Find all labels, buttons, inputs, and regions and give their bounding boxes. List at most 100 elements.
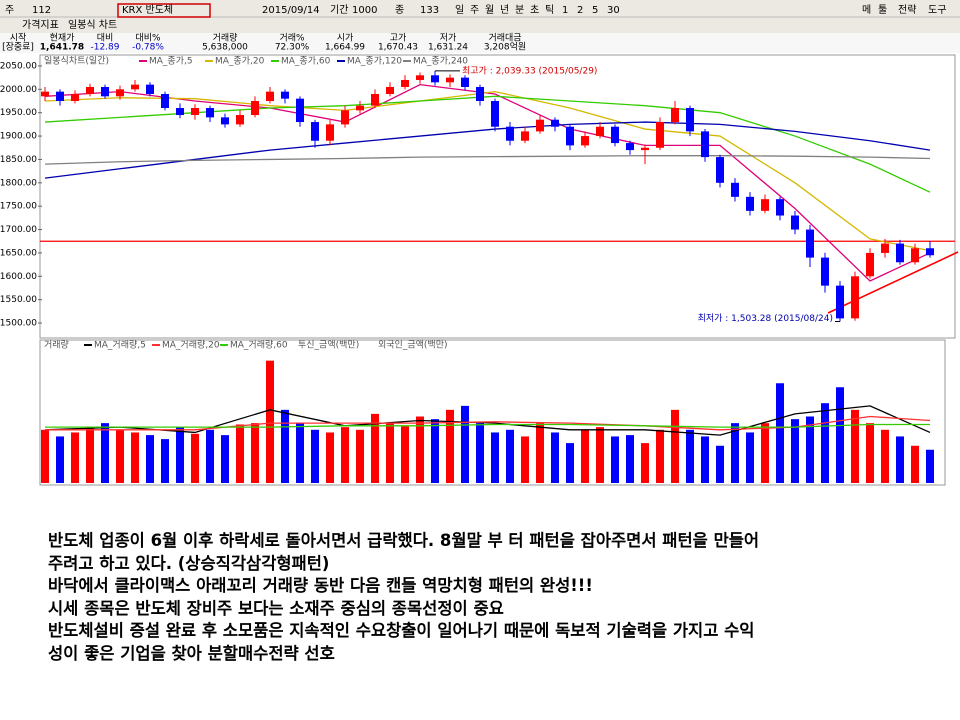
toolbar-item[interactable]: 기간 [330,4,348,16]
ma-line [44,83,931,282]
toolbar-item[interactable]: 주 [5,5,14,16]
toolbar-item[interactable]: 분 [515,4,524,16]
candle-body [416,75,424,80]
candle-body [266,91,274,102]
annotation: 최저가 : 1,503.28 (2015/08/24) [698,313,833,324]
volume-bar [356,429,364,483]
y-tick-label: 1700.00 [0,225,37,235]
toolbar-item[interactable]: 년 [500,4,509,16]
volume-bar [836,387,844,483]
candle-body [641,147,649,151]
candle-body [596,126,604,137]
ma-line [44,405,931,436]
y-tick-label: 2050.00 [0,61,37,71]
trading-screen: 주 112 KRX 반도체 2015/09/14 기간 1000 종 133 일 주 월 년 분 초 틱 1 2… [0,0,960,486]
volume-bar [251,423,259,483]
toolbar-item[interactable]: 2 [577,5,583,16]
toolbar-item[interactable]: 30 [607,5,620,16]
toolbar-item[interactable]: 종 [395,4,404,16]
quote-value: 5,638,000 [202,43,248,53]
toolbar-item[interactable]: 초 [530,4,539,16]
toolbar-item[interactable]: KRX 반도체 [122,4,173,16]
quote-value: 1,631.24 [428,43,468,53]
legend-label: MA_종가,60 [281,56,331,67]
volume-bar [776,383,784,483]
quote-bg [0,33,960,53]
y-tick-label: 1750.00 [0,202,37,212]
volume-bar [731,423,739,483]
quote-value: 1,641.78 [40,43,84,53]
volume-bar [221,435,229,483]
toolbar-item[interactable]: 133 [420,5,439,16]
toolbar-item[interactable]: 2015/09/14 [262,5,320,16]
volume-bar [581,429,589,483]
candle-body [71,93,79,102]
toolbar-item[interactable]: 1000 [352,5,377,16]
candle-body [386,86,394,94]
toolbar-item[interactable]: 112 [32,5,51,16]
volume-bar [326,432,334,483]
quote-header: 대비% [135,33,161,44]
quote-header: 대비 [97,33,114,44]
toolbar-button[interactable]: 메 [862,4,871,16]
candle-body [131,84,139,90]
volume-bar [101,423,109,483]
toolbar-button[interactable]: 도구 [928,5,946,16]
volume-bar [641,443,649,483]
candle-body [341,110,349,125]
quote-header: 저가 [440,33,457,44]
toolbar: 주 112 KRX 반도체 2015/09/14 기간 1000 종 133 일 주 월 년 분 초 틱 1 2… [5,4,946,31]
candle-body [716,157,724,183]
toolbar-item[interactable]: 주 [470,5,479,16]
volume-bar [161,439,169,483]
quote-value: -12.89 [90,43,119,53]
volume-bar [761,423,769,483]
candle-body [446,77,454,83]
candle-body [296,98,304,123]
volume-bar [281,409,289,483]
candle-body [371,93,379,106]
quote-header: 거래대금 [488,33,521,44]
trend-line [827,251,959,314]
toolbar-button[interactable]: 전략 [898,4,916,16]
volume-bar [476,423,484,483]
toolbar-button[interactable]: 툴 [878,4,887,16]
volume-bar [821,403,829,483]
candle-body [911,248,919,263]
candle-body [656,122,664,148]
ma-line [45,423,930,428]
candle-body [926,248,934,256]
quote-header: 현재가 [50,33,75,44]
candle-body [581,136,589,146]
toolbar-item[interactable]: 1 [562,5,568,16]
quote-header: 거래% [279,33,305,44]
price-panel [39,54,956,339]
candle-body [836,285,844,319]
annotation: 최고가 : 2,039.33 (2015/05/29) [462,65,597,76]
volume-bar [866,423,874,483]
volume-bar [626,435,634,483]
volume-bar [416,416,424,483]
y-tick-label: 1950.00 [0,108,37,118]
volume-bar [176,427,184,483]
volume-bar [926,449,934,483]
volume-bar [191,433,199,483]
toolbar-tab[interactable]: 일봉식 차트 [68,19,117,31]
quote-value: 1,670.43 [378,43,418,53]
toolbar-item[interactable]: 월 [485,4,494,16]
quote-header: 고가 [390,33,407,44]
volume-bar [146,435,154,483]
volume-bar [446,409,454,483]
toolbar-item[interactable]: 일 [455,4,464,16]
volume-bar [86,427,94,483]
toolbar-tab[interactable]: 가격지표 [22,18,59,31]
candle-body [626,143,634,151]
volume-bar [671,409,679,483]
volume-bar [506,429,514,483]
toolbar-item[interactable]: 틱 [545,4,554,16]
legend-label: MA_거래량,60 [230,339,288,351]
candle-body [461,77,469,87]
candle-body [671,108,679,123]
chart-layer: 주 112 KRX 반도체 2015/09/14 기간 1000 종 133 일 주 월 년 분 초 틱 1 2… [0,4,955,483]
toolbar-item[interactable]: 5 [592,5,598,16]
